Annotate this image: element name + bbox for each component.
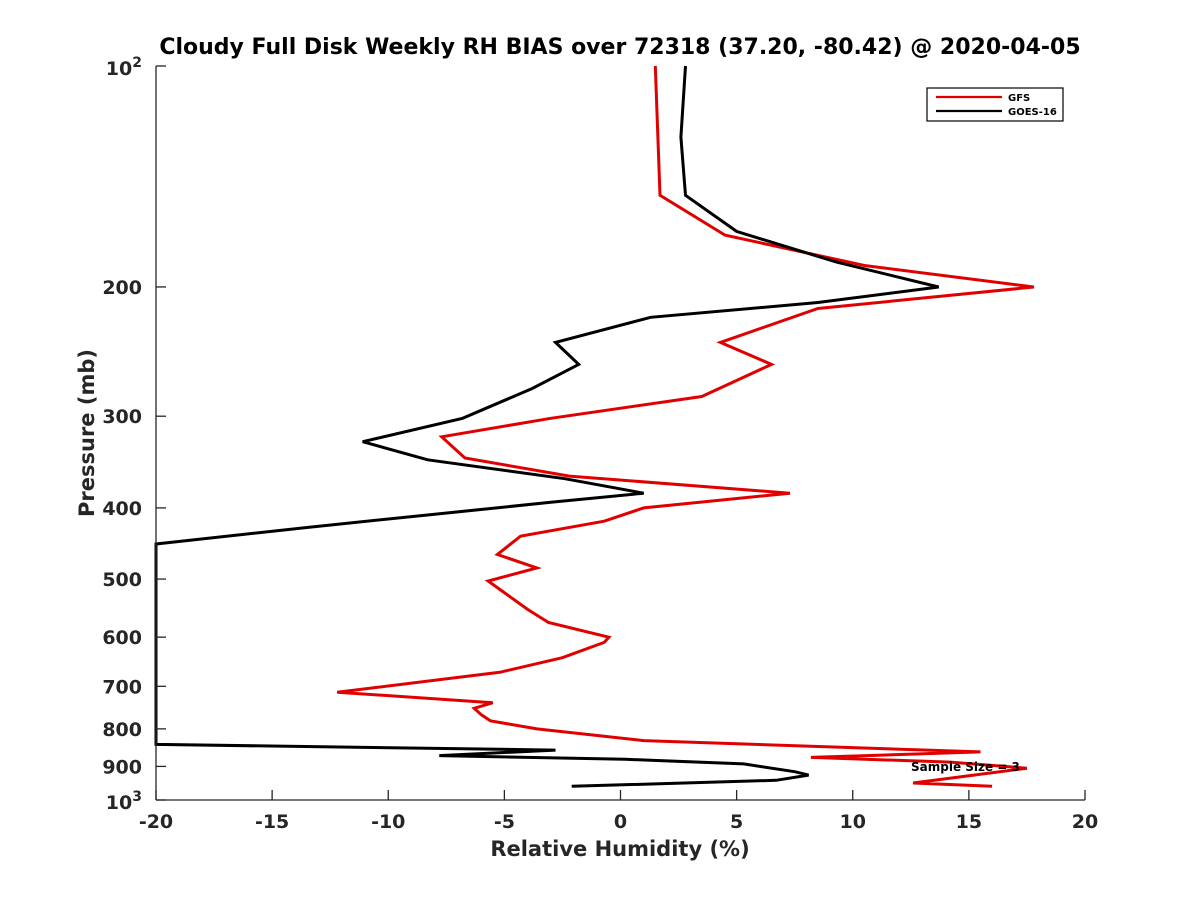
plot-area: -20 -15 -10 -5 0 5 10 15 20 200 300 400 500 600 700 800… [102,55,1098,833]
x-tick-label: 10 [840,811,866,833]
y-tick-label: 700 [102,676,142,698]
sample-size-annotation: Sample Size = 3 [911,760,1020,774]
x-axis-label: Relative Humidity (%) [490,837,749,861]
y-tick-label-decade: 103 [106,789,142,814]
y-tick-label: 900 [102,756,142,778]
legend: GFS GOES-16 [926,87,1064,122]
x-tick-label: -15 [255,811,289,833]
y-tick-label: 500 [102,569,142,591]
y-axis-label: Pressure (mb) [75,349,99,517]
y-tick-label: 400 [102,498,142,520]
y-tick-label-decade: 102 [106,55,142,80]
x-tick-label: 5 [730,811,743,833]
x-tick-label: 15 [956,811,982,833]
series-line-gfs [337,65,1035,788]
chart-title: Cloudy Full Disk Weekly RH BIAS over 723… [159,35,1080,60]
y-tick-label: 300 [102,406,142,428]
y-tick-label: 200 [102,277,142,299]
legend-label-goes16: GOES-16 [1008,107,1057,118]
y-tick-label: 800 [102,719,142,741]
x-tick-label: 20 [1072,811,1098,833]
x-tick-label: 0 [614,811,627,833]
x-tick-label: -5 [494,811,515,833]
x-tick-label: -20 [139,811,173,833]
legend-label-gfs: GFS [1008,93,1030,104]
y-tick-label: 600 [102,627,142,649]
series-line-goes-16 [154,65,940,788]
legend-box [926,87,1064,122]
x-tick-label: -10 [371,811,405,833]
